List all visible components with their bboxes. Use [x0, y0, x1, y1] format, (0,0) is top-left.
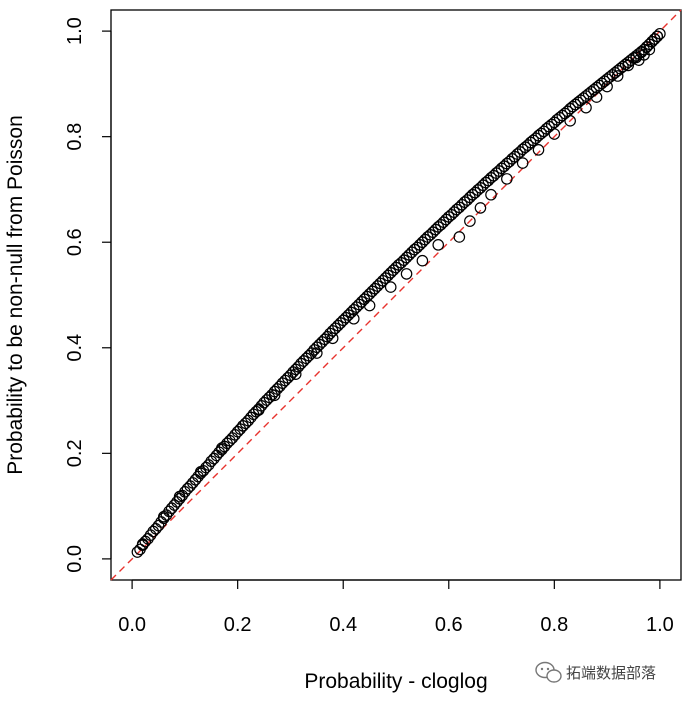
data-point	[144, 529, 157, 541]
data-point	[564, 115, 576, 127]
data-points	[131, 27, 666, 558]
data-point	[580, 101, 592, 114]
x-tick-label: 1.0	[646, 614, 674, 636]
data-point	[189, 473, 202, 486]
x-tick-label: 0.0	[118, 614, 146, 636]
data-point	[347, 312, 360, 325]
data-point	[485, 188, 497, 201]
data-point	[194, 466, 207, 478]
data-point	[643, 43, 656, 56]
data-point	[516, 157, 529, 169]
data-point	[237, 420, 249, 432]
data-point	[648, 33, 661, 45]
data-point	[400, 268, 413, 280]
y-axis-title: Probability to be non-null from Poisson	[4, 115, 27, 475]
x-tick-label: 0.8	[540, 614, 568, 636]
data-point	[363, 299, 376, 312]
y-tick-label: 0.8	[64, 123, 86, 151]
reference-line-group	[110, 9, 682, 581]
data-point	[548, 128, 561, 140]
data-point	[289, 368, 302, 380]
data-point	[590, 91, 603, 103]
data-point	[136, 538, 149, 550]
watermark: 拓端数据部落	[535, 661, 656, 683]
data-point	[501, 173, 513, 185]
data-point	[311, 347, 323, 359]
data-point	[252, 404, 265, 416]
data-point	[216, 442, 228, 454]
y-tick-label: 0.6	[64, 228, 86, 256]
y-axis: 0.0 0.2 0.4 0.6 0.8 1.0	[64, 17, 112, 573]
wechat-icon	[535, 661, 562, 683]
data-point	[131, 546, 144, 558]
data-point	[416, 254, 429, 267]
y-tick-label: 0.0	[64, 545, 86, 573]
data-point	[632, 54, 645, 66]
data-point	[601, 80, 613, 93]
x-tick-label: 0.4	[329, 614, 357, 636]
data-point	[208, 452, 220, 465]
data-point	[453, 231, 466, 243]
data-point	[622, 59, 635, 72]
data-point	[165, 502, 178, 515]
data-point	[611, 70, 624, 82]
data-point	[150, 523, 162, 535]
reference-line	[110, 9, 682, 581]
x-axis-title: Probability - cloglog	[304, 670, 487, 693]
data-point	[651, 30, 664, 43]
data-point	[157, 510, 170, 523]
x-axis: 0.0 0.2 0.4 0.6 0.8 1.0	[118, 579, 674, 636]
y-tick-label: 0.4	[64, 334, 86, 362]
watermark-text: 拓端数据部落	[566, 664, 656, 682]
data-point	[532, 144, 545, 156]
data-point	[268, 389, 281, 402]
x-tick-label: 0.2	[224, 614, 252, 636]
data-point	[464, 215, 476, 227]
data-point	[384, 281, 397, 293]
data-point	[326, 332, 339, 345]
data-point	[432, 239, 445, 251]
y-tick-label: 0.2	[64, 439, 86, 467]
data-point	[474, 202, 487, 214]
x-tick-label: 0.6	[435, 614, 463, 636]
y-tick-label: 1.0	[64, 17, 86, 45]
data-point	[173, 490, 186, 503]
